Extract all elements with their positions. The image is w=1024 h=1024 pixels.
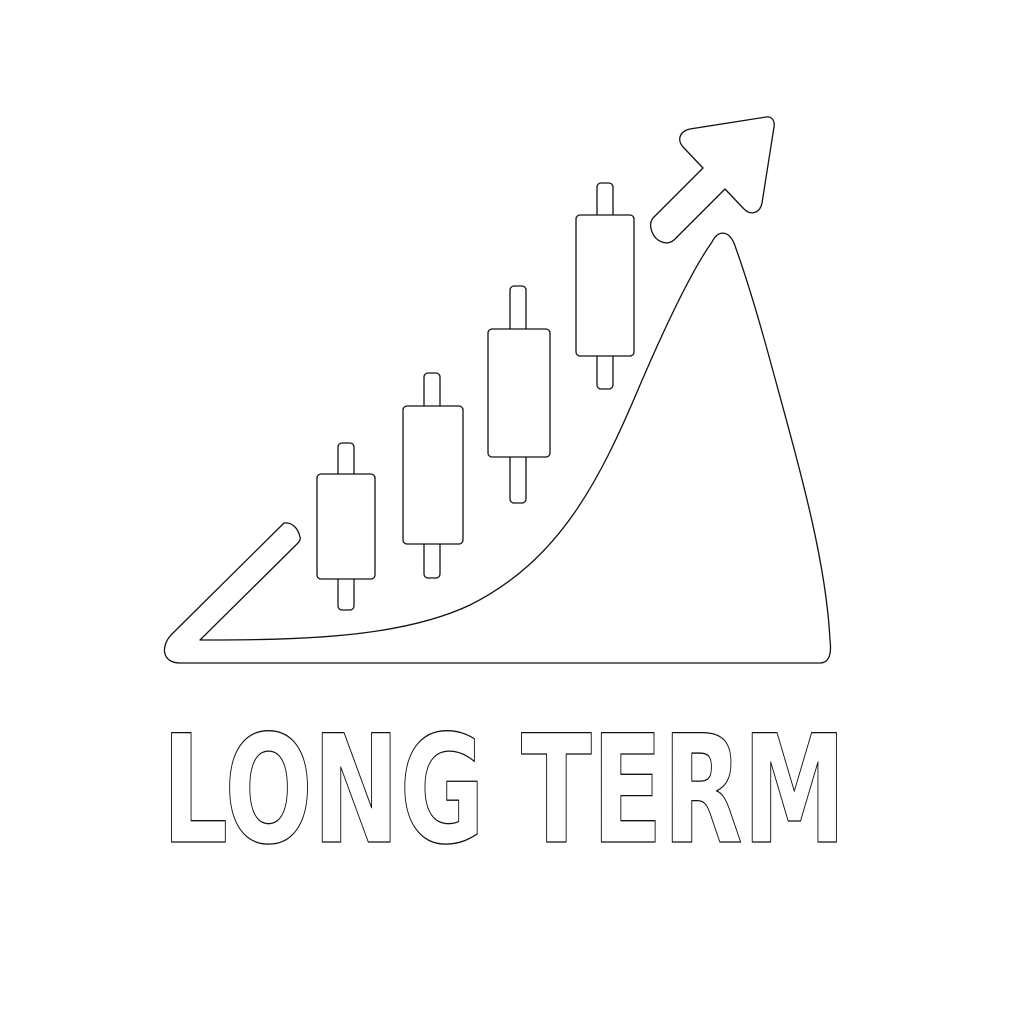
arrow-up-right-icon — [649, 116, 775, 244]
candlestick-1 — [316, 442, 376, 611]
candlestick-3 — [487, 285, 551, 504]
candlestick-4-body — [575, 214, 635, 357]
candlestick-2-body — [402, 405, 464, 545]
candlestick-2 — [402, 372, 464, 579]
logo-caption: LONG TERM — [162, 704, 846, 878]
base-swoosh-shape — [163, 232, 832, 664]
candlestick-3-body — [487, 328, 551, 458]
candlestick-4 — [575, 182, 635, 390]
candlestick-1-body — [316, 473, 376, 580]
